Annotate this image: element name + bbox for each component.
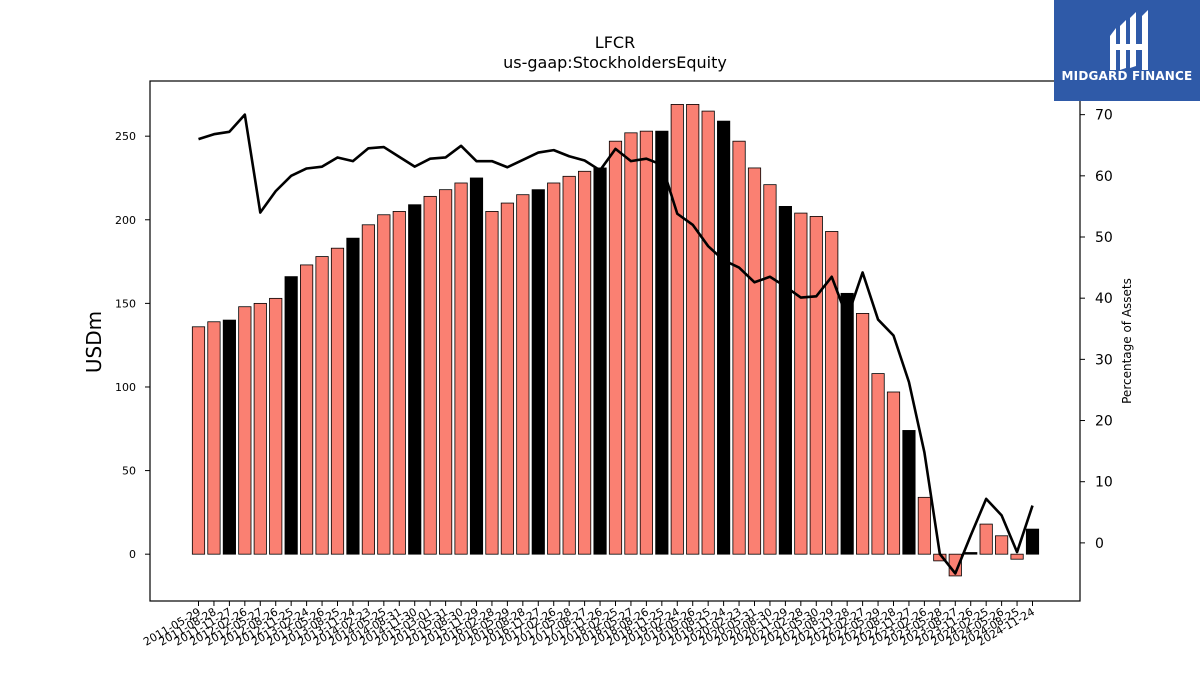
y2-tick-label: 70 bbox=[1095, 108, 1113, 124]
bar bbox=[809, 216, 823, 555]
bar bbox=[500, 202, 514, 555]
bar bbox=[902, 430, 916, 555]
y2-tick-label: 50 bbox=[1095, 230, 1113, 246]
bar bbox=[454, 182, 468, 555]
bar bbox=[717, 120, 731, 555]
chart-subtitle: us-gaap:StockholdersEquity bbox=[503, 53, 727, 72]
bar bbox=[578, 170, 592, 555]
y-tick-label: 50 bbox=[122, 465, 136, 478]
bar bbox=[732, 140, 746, 555]
bar bbox=[871, 373, 885, 555]
y2-tick-label: 20 bbox=[1095, 414, 1113, 430]
bar bbox=[408, 204, 422, 555]
bar bbox=[686, 104, 700, 555]
bar bbox=[979, 523, 993, 555]
bar bbox=[562, 175, 576, 555]
bar bbox=[284, 276, 298, 555]
bar bbox=[547, 182, 561, 555]
bar bbox=[655, 130, 669, 555]
bar bbox=[439, 189, 453, 555]
logo-text: MIDGARD FINANCE bbox=[1061, 69, 1193, 83]
y-axis-left: 0 50 100 150 200 250 bbox=[115, 130, 150, 561]
bar bbox=[269, 297, 283, 555]
midgard-logo-icon bbox=[1110, 10, 1148, 70]
bar bbox=[624, 132, 638, 555]
bar bbox=[794, 212, 808, 555]
bar bbox=[856, 313, 870, 555]
bar bbox=[377, 214, 391, 555]
y2-tick-label: 40 bbox=[1095, 291, 1113, 307]
bar bbox=[1025, 528, 1040, 555]
bar bbox=[330, 247, 345, 555]
bar-series bbox=[191, 104, 1040, 577]
y2-tick-label: 0 bbox=[1095, 536, 1104, 552]
y-tick-label: 200 bbox=[115, 214, 136, 227]
bar bbox=[531, 189, 545, 555]
bar bbox=[300, 264, 314, 555]
bar bbox=[469, 177, 484, 555]
x-axis: 2011-05-292011-08-282011-11-272012-02-26… bbox=[141, 601, 1037, 649]
y2-axis-label: Percentage of Assets bbox=[1120, 278, 1134, 404]
line-percentage-of-assets bbox=[198, 113, 1034, 575]
bar bbox=[485, 211, 499, 555]
bar bbox=[516, 194, 530, 555]
bar bbox=[995, 535, 1009, 555]
bar bbox=[747, 167, 762, 555]
bar bbox=[392, 211, 406, 555]
y-axis-label: USDm bbox=[82, 311, 106, 373]
bar bbox=[315, 256, 329, 555]
y-axis-right: 0 10 20 30 40 50 60 70 bbox=[1080, 108, 1113, 552]
bar bbox=[346, 237, 360, 555]
bar bbox=[763, 184, 777, 555]
bar bbox=[207, 321, 221, 555]
bar bbox=[423, 195, 437, 555]
bar bbox=[191, 326, 206, 555]
bar bbox=[361, 224, 375, 555]
y-tick-label: 250 bbox=[115, 130, 136, 143]
y-tick-label: 0 bbox=[129, 548, 136, 561]
bar bbox=[608, 140, 623, 555]
bar bbox=[964, 552, 978, 555]
bar bbox=[222, 319, 236, 555]
bar bbox=[840, 292, 854, 555]
bar bbox=[670, 104, 684, 555]
bar bbox=[886, 391, 901, 555]
bar bbox=[825, 231, 839, 555]
y2-tick-label: 60 bbox=[1095, 169, 1113, 185]
bar bbox=[701, 110, 715, 555]
y2-tick-label: 30 bbox=[1095, 352, 1113, 368]
bar bbox=[238, 306, 252, 555]
bar bbox=[778, 205, 792, 555]
bar bbox=[1010, 553, 1024, 560]
bar bbox=[639, 130, 653, 555]
midgard-finance-logo: MIDGARD FINANCE bbox=[1054, 0, 1200, 101]
y2-tick-label: 10 bbox=[1095, 475, 1113, 491]
bar bbox=[917, 496, 931, 555]
y-tick-label: 150 bbox=[115, 297, 136, 310]
bar bbox=[593, 167, 607, 555]
bar bbox=[253, 302, 267, 555]
y-tick-label: 100 bbox=[115, 381, 136, 394]
chart-title: LFCR bbox=[595, 33, 635, 52]
line-series bbox=[198, 113, 1034, 575]
